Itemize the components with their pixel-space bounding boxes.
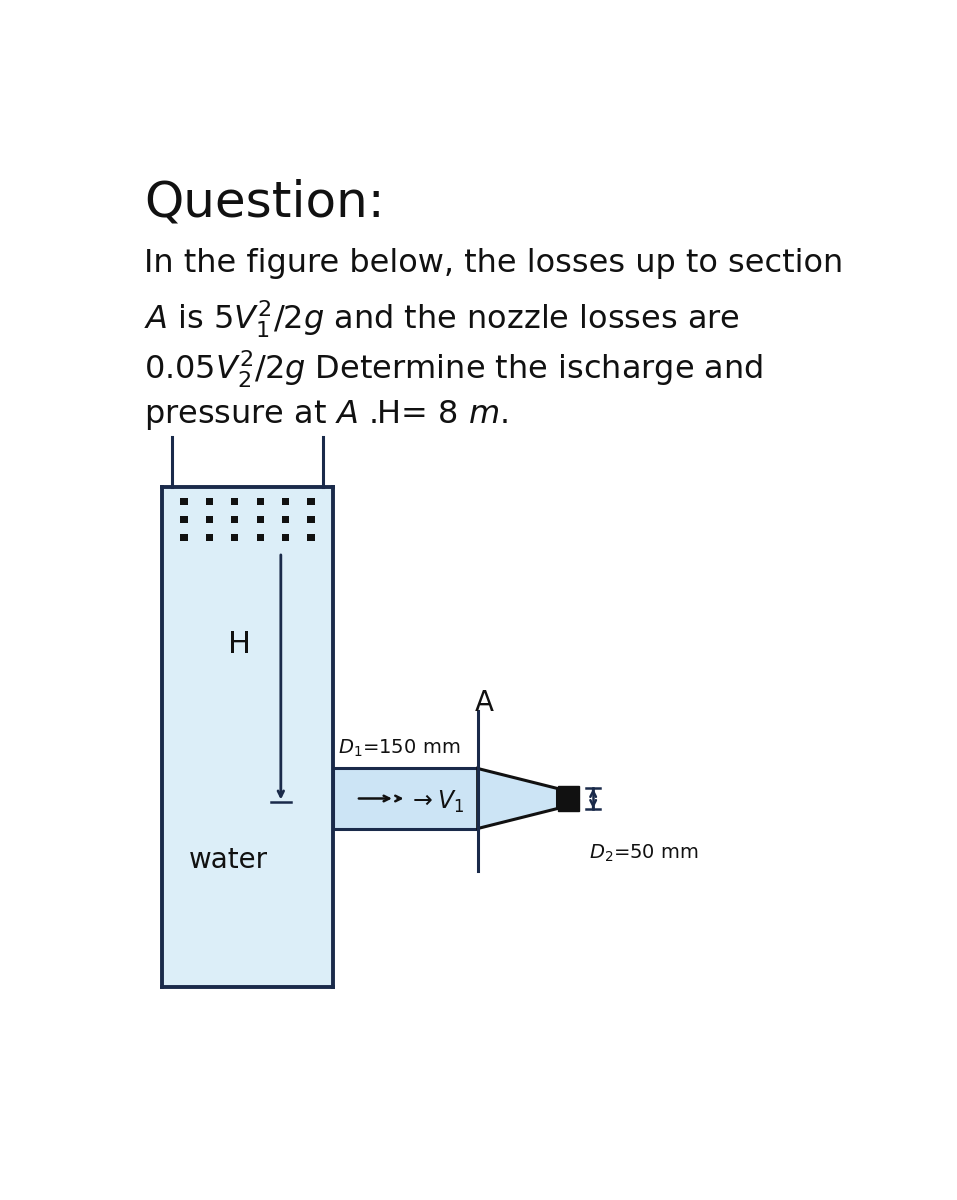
Bar [206, 516, 213, 523]
Bar [282, 498, 289, 505]
Bar [256, 498, 264, 505]
Text: $0.05V_2^2/2g$ Determine the ischarge and: $0.05V_2^2/2g$ Determine the ischarge an… [145, 348, 764, 390]
Text: In the figure below, the losses up to section: In the figure below, the losses up to se… [145, 248, 844, 278]
Bar [231, 516, 238, 523]
Text: H: H [229, 630, 252, 659]
Text: $A$ is $5V_1^2/2g$ and the nozzle losses are: $A$ is $5V_1^2/2g$ and the nozzle losses… [145, 298, 741, 340]
Bar [231, 534, 238, 541]
Bar [256, 516, 264, 523]
Bar [282, 534, 289, 541]
Bar [163, 487, 333, 988]
Bar [333, 768, 478, 828]
Bar [256, 534, 264, 541]
Bar [307, 534, 315, 541]
Bar [307, 498, 315, 505]
Bar [206, 498, 213, 505]
Text: water: water [189, 846, 268, 874]
Bar [558, 786, 579, 811]
Bar [180, 498, 188, 505]
Text: $D_2$=50 mm: $D_2$=50 mm [590, 844, 700, 864]
Text: $\rightarrow$$V_1$: $\rightarrow$$V_1$ [408, 788, 464, 815]
Bar [206, 534, 213, 541]
Text: $D_1$=150 mm: $D_1$=150 mm [338, 738, 460, 760]
Text: pressure at $A$ .H= 8 $m$.: pressure at $A$ .H= 8 $m$. [145, 398, 508, 432]
Polygon shape [478, 768, 558, 828]
Text: Question:: Question: [145, 179, 385, 227]
Bar [180, 534, 188, 541]
Bar [282, 516, 289, 523]
Text: A: A [475, 689, 494, 718]
Bar [180, 516, 188, 523]
Bar [307, 516, 315, 523]
Bar [231, 498, 238, 505]
